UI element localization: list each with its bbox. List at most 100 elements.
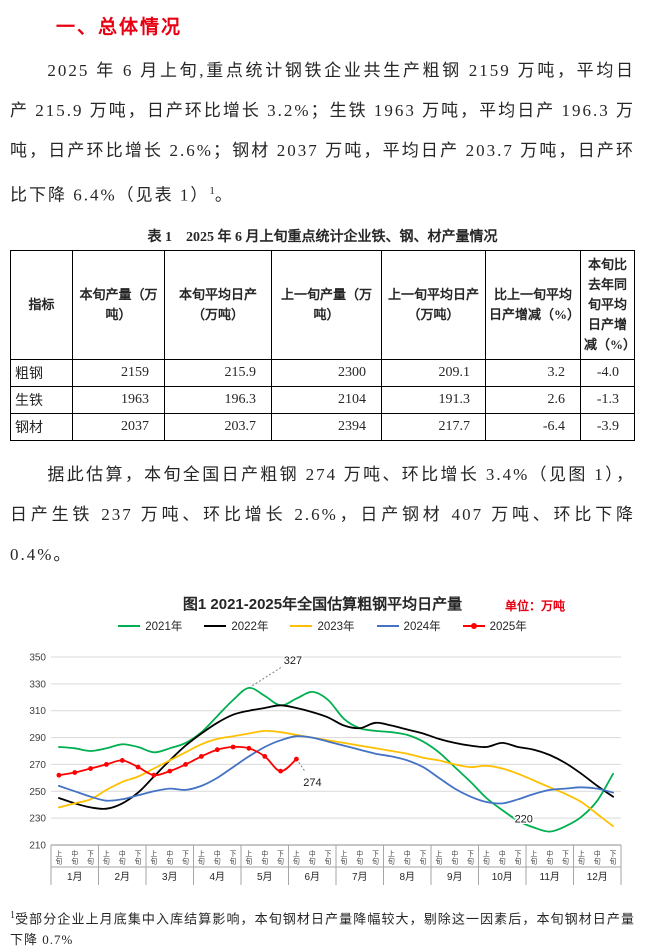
series-marker bbox=[246, 746, 251, 752]
legend-line-swatch bbox=[204, 624, 227, 627]
svg-text:270: 270 bbox=[29, 760, 46, 771]
table-cell: 2159 bbox=[72, 359, 165, 388]
footnote: 1受部分企业上月底集中入库结算影响，本旬钢材日产量降幅较大，剔除这一因素后，本旬… bbox=[10, 906, 635, 949]
svg-text:上旬: 上旬 bbox=[435, 849, 442, 865]
table-header-col-7: 本旬比去年同旬平均日产增减（%） bbox=[580, 249, 636, 361]
series-marker bbox=[56, 773, 61, 778]
svg-text:下旬: 下旬 bbox=[372, 850, 379, 865]
svg-text:220: 220 bbox=[514, 814, 532, 826]
svg-text:下旬: 下旬 bbox=[514, 850, 521, 865]
paragraph-1-period: 。 bbox=[214, 185, 234, 205]
table-cell: 1963 bbox=[72, 386, 165, 415]
svg-text:210: 210 bbox=[29, 841, 46, 852]
table-cell: 2.6 bbox=[485, 386, 581, 415]
svg-text:中旬: 中旬 bbox=[451, 849, 458, 865]
chart-svg: 210230250270290310330350上旬中旬下旬上旬中旬下旬上旬中旬… bbox=[29, 653, 621, 886]
footnote-reference: 1 bbox=[209, 185, 215, 197]
svg-text:上旬: 上旬 bbox=[530, 849, 537, 865]
legend-line-swatch bbox=[290, 624, 313, 627]
series-marker bbox=[151, 773, 156, 778]
legend-line-swatch bbox=[118, 624, 141, 627]
chart-series bbox=[56, 687, 614, 833]
series-marker bbox=[293, 757, 299, 762]
table-cell: 215.9 bbox=[164, 359, 272, 388]
legend-label: 2025年 bbox=[489, 620, 527, 633]
series-marker bbox=[135, 765, 140, 770]
table-cell: 2300 bbox=[271, 359, 382, 388]
legend-label: 2021年 bbox=[145, 620, 183, 633]
series-marker bbox=[87, 766, 93, 772]
svg-text:上旬: 上旬 bbox=[483, 849, 490, 865]
svg-text:1月: 1月 bbox=[66, 871, 82, 883]
table-cell: -4.0 bbox=[580, 359, 635, 388]
svg-text:3月: 3月 bbox=[161, 871, 177, 883]
table-cell: 2037 bbox=[72, 413, 165, 442]
table-body: 粗钢 2159 215.9 2300 209.1 3.2 -4.0 生铁 1963 196.3 21… bbox=[10, 359, 635, 442]
legend-item-2025年: 2025年 bbox=[462, 618, 527, 634]
svg-text:上旬: 上旬 bbox=[198, 849, 205, 865]
svg-text:中旬: 中旬 bbox=[213, 849, 220, 865]
svg-text:下旬: 下旬 bbox=[277, 850, 284, 865]
svg-text:上旬: 上旬 bbox=[150, 849, 157, 865]
svg-text:中旬: 中旬 bbox=[118, 849, 125, 865]
table-header-col-4: 上一旬产量（万吨） bbox=[271, 249, 382, 361]
table-cell: 196.3 bbox=[164, 386, 272, 415]
table-header-col-6: 比上一旬平均日产增减（%） bbox=[485, 249, 581, 361]
table-header-col-5: 上一旬平均日产（万吨） bbox=[381, 249, 486, 361]
svg-text:中旬: 中旬 bbox=[356, 849, 363, 865]
table-row: 生铁 1963 196.3 2104 191.3 2.6 -1.3 bbox=[10, 386, 635, 415]
table-header-col-3: 本旬平均日产（万吨） bbox=[164, 249, 272, 361]
svg-text:中旬: 中旬 bbox=[308, 849, 315, 865]
legend-item-2023年: 2023年 bbox=[290, 618, 355, 634]
svg-text:250: 250 bbox=[29, 787, 46, 798]
table-cell: 217.7 bbox=[381, 413, 486, 442]
paragraph-1-text: 2025 年 6 月上旬,重点统计钢铁企业共生产粗钢 2159 万吨，平均日产 … bbox=[10, 61, 635, 205]
svg-text:350: 350 bbox=[29, 653, 46, 664]
legend-item-2024年: 2024年 bbox=[376, 618, 441, 634]
section-heading: 一、总体情况 bbox=[56, 17, 183, 38]
svg-text:2月: 2月 bbox=[114, 871, 130, 883]
svg-text:327: 327 bbox=[283, 655, 301, 667]
legend-line-swatch bbox=[376, 624, 399, 627]
table-cell: 209.1 bbox=[381, 359, 486, 388]
svg-text:290: 290 bbox=[29, 733, 46, 744]
svg-text:上旬: 上旬 bbox=[103, 849, 110, 865]
svg-text:下旬: 下旬 bbox=[324, 850, 331, 865]
svg-text:8月: 8月 bbox=[399, 871, 415, 883]
table-cell: 203.7 bbox=[164, 413, 272, 442]
svg-text:330: 330 bbox=[29, 680, 46, 691]
series-marker bbox=[230, 744, 236, 750]
table-cell: 3.2 bbox=[485, 359, 581, 388]
svg-text:10月: 10月 bbox=[491, 871, 512, 883]
svg-text:下旬: 下旬 bbox=[609, 850, 616, 865]
svg-text:中旬: 中旬 bbox=[546, 849, 553, 865]
svg-text:9月: 9月 bbox=[446, 871, 462, 883]
legend-line-swatch bbox=[462, 622, 485, 629]
series-marker bbox=[277, 769, 283, 774]
series-line-2022年 bbox=[57, 704, 614, 811]
svg-text:230: 230 bbox=[29, 814, 46, 825]
svg-text:上旬: 上旬 bbox=[340, 849, 347, 865]
svg-text:310: 310 bbox=[29, 707, 46, 718]
series-line-2021年 bbox=[57, 687, 614, 833]
svg-text:11月: 11月 bbox=[539, 871, 559, 883]
table-row-label: 钢材 bbox=[10, 413, 73, 442]
svg-text:下旬: 下旬 bbox=[467, 850, 474, 865]
svg-text:中旬: 中旬 bbox=[403, 849, 410, 865]
paragraph-production-summary: 2025 年 6 月上旬,重点统计钢铁企业共生产粗钢 2159 万吨，平均日产 … bbox=[10, 51, 635, 216]
series-marker bbox=[261, 754, 267, 760]
svg-text:中旬: 中旬 bbox=[261, 849, 268, 865]
svg-text:中旬: 中旬 bbox=[166, 849, 173, 865]
chart-canvas-wrap: 210 230 250 270 290 310 330 350 上旬 中旬 下旬 上旬 中旬 下旬 上旬 中旬… bbox=[10, 633, 635, 896]
series-marker bbox=[182, 762, 188, 768]
svg-text:下旬: 下旬 bbox=[419, 850, 426, 865]
production-table: 指标 本旬产量（万吨） 本旬平均日产（万吨） 上一旬产量（万吨） 上一旬平均日产（万吨）… bbox=[10, 249, 636, 442]
paragraph-estimate: 据此估算，本旬全国日产粗钢 274 万吨、环比增长 3.4%（见图 1），日产生… bbox=[10, 465, 635, 565]
chart-figure: 图1 2021-2025年全国估算粗钢平均日产量 单位：万吨 2021年 2022… bbox=[10, 593, 635, 896]
table-cell: 2394 bbox=[271, 413, 382, 442]
series-marker bbox=[198, 754, 204, 760]
svg-text:上旬: 上旬 bbox=[245, 849, 252, 865]
svg-text:12月: 12月 bbox=[586, 871, 607, 883]
footnote-text: 受部分企业上月底集中入库结算影响，本旬钢材日产量降幅较大，剔除这一因素后，本旬钢… bbox=[10, 911, 635, 947]
